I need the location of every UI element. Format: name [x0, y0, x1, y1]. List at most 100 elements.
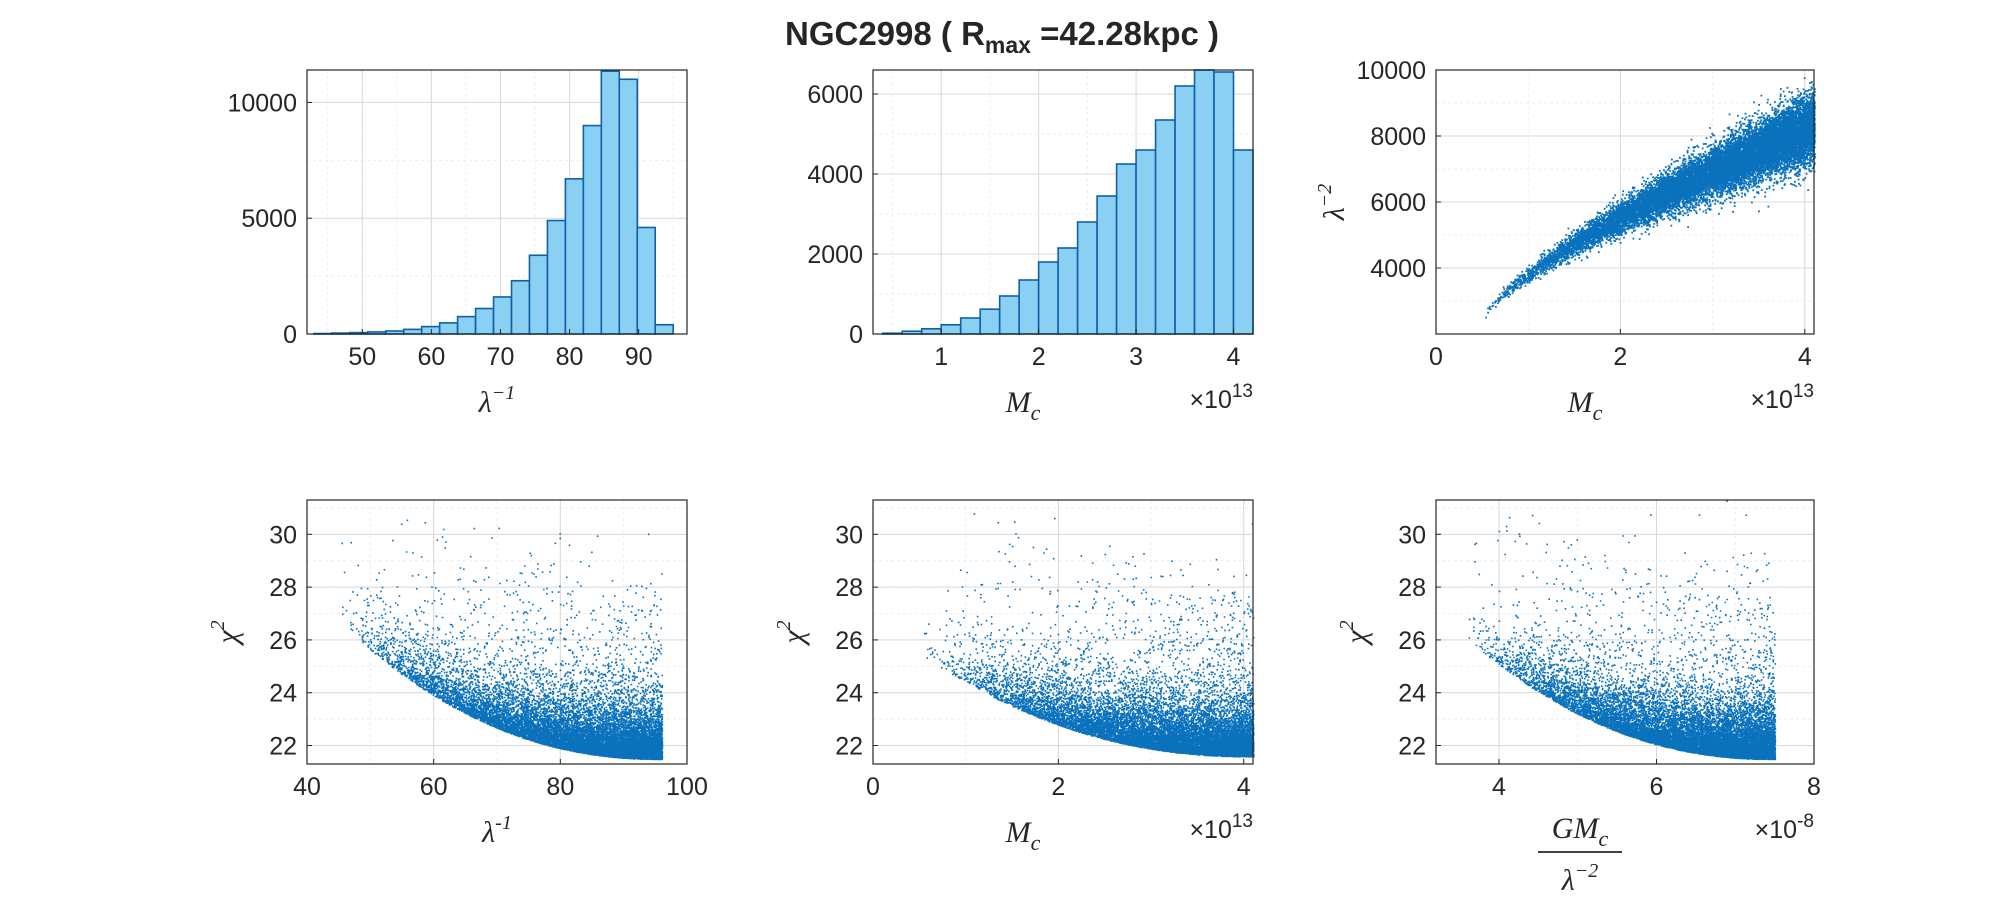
y-tick-label: 24 [269, 680, 297, 708]
histogram-bars [313, 70, 674, 335]
axes-box [306, 69, 688, 335]
x-tick-label: 6 [1650, 773, 1664, 801]
ticks: 0 2 4 4000 6000 8000 10000 [1356, 57, 1811, 371]
ticks: 50 60 70 80 90 0 5000 10000 [227, 89, 652, 371]
histogram-bar [528, 254, 549, 335]
histogram-bar [1076, 221, 1098, 335]
y-tick-label: 10000 [227, 89, 297, 117]
histogram-bar [920, 327, 943, 335]
axes-box [1435, 499, 1815, 765]
axes-box [872, 499, 1254, 765]
histogram-bar [1193, 69, 1215, 335]
y-tick-label: 4000 [807, 161, 863, 189]
histogram-bar [1213, 71, 1235, 335]
scatter-point-cloud [341, 519, 664, 761]
ticks: 4 6 8 22 24 26 28 30 [1398, 521, 1821, 801]
y-tick-label: 26 [835, 627, 863, 655]
y-tick-label: 22 [835, 733, 863, 761]
y-axis-label: χ2 [207, 620, 244, 646]
histogram-bar [456, 315, 477, 335]
x-axis-label: λ−1 [478, 382, 516, 419]
y-tick-label: 30 [835, 521, 863, 549]
subplot-scatter-gmc-chi2: 4 6 8 22 24 26 28 30 GMc λ−2 χ2 ×10-8 [1336, 499, 1821, 897]
scatter-points [1485, 77, 1816, 319]
y-axis-label: λ−2 [1314, 184, 1351, 222]
x-tick-label: 2 [1613, 343, 1627, 371]
x-tick-label: 80 [546, 773, 574, 801]
histogram-bars [881, 69, 1254, 335]
axis-multiplier: ×1013 [1750, 381, 1814, 414]
y-tick-label: 6000 [807, 81, 863, 109]
y-tick-label: 22 [1398, 733, 1426, 761]
histogram-bar [600, 70, 621, 335]
x-tick-label: 40 [293, 773, 321, 801]
scatter-points [1468, 500, 1777, 761]
x-tick-label: 60 [420, 773, 448, 801]
axis-multiplier: ×10-8 [1755, 811, 1814, 844]
x-tick-label: 4 [1798, 343, 1812, 371]
x-axis-label: Mc [1005, 816, 1041, 855]
y-tick-label: 2000 [807, 241, 863, 269]
scatter-point-cloud [1485, 77, 1816, 319]
scatter-points [924, 513, 1255, 758]
histogram-bar [402, 328, 423, 335]
x-tick-label: 80 [556, 343, 584, 371]
histogram-bar [1096, 195, 1118, 335]
y-tick-label: 28 [269, 574, 297, 602]
x-axis-label: Mc [1005, 386, 1041, 425]
histogram-bar [420, 325, 441, 335]
histogram-bar [546, 219, 567, 335]
y-tick-label: 0 [849, 321, 863, 349]
axis-multiplier: ×1013 [1189, 811, 1253, 844]
scatter-point-cloud [1468, 500, 1777, 761]
y-tick-label: 30 [269, 521, 297, 549]
histogram-bar [582, 124, 603, 335]
histogram-bar [1232, 149, 1254, 335]
y-tick-label: 8000 [1370, 123, 1426, 151]
x-tick-label: 1 [934, 343, 948, 371]
y-axis-label: χ2 [1336, 620, 1373, 646]
x-axis-label: λ-1 [481, 812, 512, 849]
ticks: 1 2 3 4 0 2000 4000 6000 [807, 81, 1240, 371]
x-tick-label: 2 [1032, 343, 1046, 371]
x-tick-label: 90 [625, 343, 653, 371]
histogram-bar [438, 322, 459, 335]
x-axis-label-denominator: λ−2 [1561, 860, 1599, 897]
x-tick-label: 100 [666, 773, 708, 801]
y-axis-label: χ2 [773, 620, 810, 646]
histogram-bar [1057, 247, 1079, 335]
histogram-bar [474, 307, 495, 335]
x-tick-label: 8 [1807, 773, 1821, 801]
y-tick-label: 26 [269, 627, 297, 655]
scatter-points [341, 519, 664, 761]
histogram-bar [1018, 279, 1040, 335]
x-tick-label: 4 [1492, 773, 1506, 801]
x-axis-label: Mc [1567, 386, 1603, 425]
y-tick-label: 30 [1398, 521, 1426, 549]
histogram-bar [1135, 149, 1157, 335]
y-tick-label: 22 [269, 733, 297, 761]
x-tick-label: 60 [417, 343, 445, 371]
subplot-hist-mc: 1 2 3 4 0 2000 4000 6000 Mc ×1013 [807, 69, 1254, 425]
x-tick-label: 70 [487, 343, 515, 371]
histogram-bar [940, 323, 962, 335]
x-tick-label: 4 [1237, 773, 1251, 801]
subplot-scatter-mc-lambda2: 0 2 4 4000 6000 8000 10000 Mc λ−2 ×1013 [1314, 57, 1816, 425]
histogram-bar [564, 178, 585, 335]
x-tick-label: 50 [348, 343, 376, 371]
x-tick-label: 4 [1227, 343, 1241, 371]
scatter-point-cloud [924, 513, 1255, 758]
histogram-bar [979, 308, 1001, 335]
y-tick-label: 24 [1398, 680, 1426, 708]
histogram-bar [1115, 163, 1137, 335]
x-tick-label: 0 [1429, 343, 1443, 371]
x-tick-label: 0 [866, 773, 880, 801]
ticks: 40 60 80 100 22 24 26 28 30 [269, 521, 708, 801]
y-tick-label: 4000 [1370, 255, 1426, 283]
histogram-bar [959, 317, 981, 335]
histogram-bar [998, 295, 1020, 335]
